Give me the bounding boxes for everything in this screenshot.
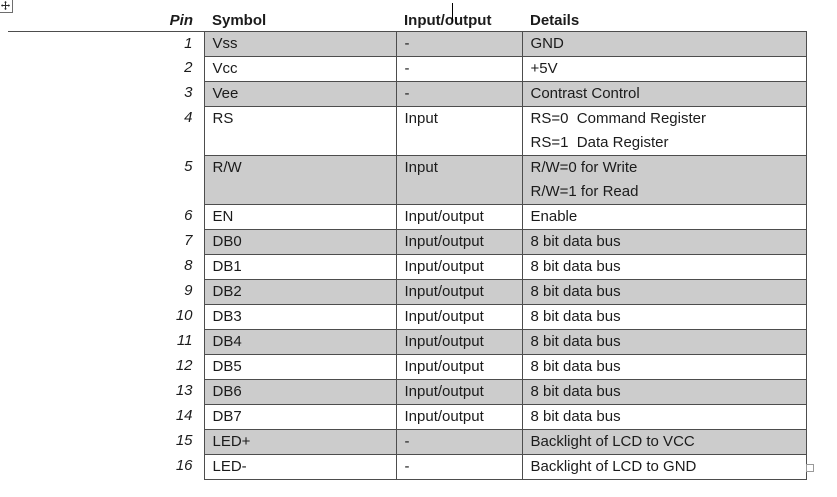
- details-cell[interactable]: 8 bit data bus: [521, 328, 807, 355]
- pin-cell[interactable]: 14: [175, 407, 193, 424]
- pin-cell[interactable]: 3: [184, 84, 193, 101]
- pin-cell[interactable]: 11: [176, 332, 193, 349]
- io-cell[interactable]: Input/output: [395, 203, 523, 230]
- symbol-cell[interactable]: Vcc: [203, 55, 397, 82]
- symbol-cell[interactable]: Vss: [203, 30, 397, 57]
- table-row: 4 RS Input RS=0 Command Register RS=1 Data …: [8, 105, 807, 156]
- table-body: 1 Vss - GND 2 Vcc - +5V 3 Vee - Contrast Control 4 RS…: [8, 30, 807, 480]
- symbol-cell[interactable]: DB5: [203, 353, 397, 380]
- io-cell[interactable]: Input/output: [395, 253, 523, 280]
- io-cell[interactable]: Input/output: [395, 278, 523, 305]
- table-row: 1 Vss - GND: [8, 30, 807, 57]
- io-cell[interactable]: -: [395, 428, 523, 455]
- table-row: 13 DB6 Input/output 8 bit data bus: [8, 378, 807, 405]
- header-symbol[interactable]: Symbol: [204, 8, 396, 32]
- io-cell[interactable]: Input/output: [395, 378, 523, 405]
- header-details[interactable]: Details: [522, 8, 806, 32]
- details-cell[interactable]: 8 bit data bus: [521, 403, 807, 430]
- symbol-cell[interactable]: EN: [203, 203, 397, 230]
- io-cell[interactable]: -: [395, 80, 523, 107]
- move-icon: [0, 0, 10, 10]
- details-cell[interactable]: 8 bit data bus: [521, 378, 807, 405]
- header-input-output[interactable]: Input/output: [396, 8, 522, 32]
- symbol-cell[interactable]: R/W: [203, 154, 397, 205]
- details-cell[interactable]: 8 bit data bus: [521, 303, 807, 330]
- table-row: 15 LED+ - Backlight of LCD to VCC: [8, 428, 807, 455]
- pin-cell[interactable]: 16: [175, 457, 193, 474]
- table-row: 2 Vcc - +5V: [8, 55, 807, 82]
- details-cell[interactable]: R/W=0 for Write R/W=1 for Read: [521, 154, 807, 205]
- details-cell[interactable]: Contrast Control: [521, 80, 807, 107]
- table-row: 12 DB5 Input/output 8 bit data bus: [8, 353, 807, 380]
- symbol-cell[interactable]: DB0: [203, 228, 397, 255]
- io-cell[interactable]: Input/output: [395, 228, 523, 255]
- pin-cell[interactable]: 7: [184, 232, 193, 249]
- symbol-cell[interactable]: DB4: [203, 328, 397, 355]
- pin-cell[interactable]: 15: [175, 432, 193, 449]
- io-cell[interactable]: Input/output: [395, 303, 523, 330]
- details-cell[interactable]: Backlight of LCD to VCC: [521, 428, 807, 455]
- details-cell[interactable]: 8 bit data bus: [521, 253, 807, 280]
- table-row: 9 DB2 Input/output 8 bit data bus: [8, 278, 807, 305]
- symbol-cell[interactable]: DB6: [203, 378, 397, 405]
- details-cell[interactable]: 8 bit data bus: [521, 278, 807, 305]
- text-cursor-caret: [452, 3, 453, 22]
- io-cell[interactable]: Input: [395, 154, 523, 205]
- table-resize-handle[interactable]: [806, 464, 814, 472]
- io-cell[interactable]: -: [395, 453, 523, 480]
- symbol-cell[interactable]: Vee: [203, 80, 397, 107]
- details-cell[interactable]: 8 bit data bus: [521, 353, 807, 380]
- pin-cell[interactable]: 10: [175, 307, 193, 324]
- header-pin[interactable]: Pin: [8, 8, 204, 32]
- pin-cell[interactable]: 5: [184, 158, 193, 175]
- table-row: 6 EN Input/output Enable: [8, 203, 807, 230]
- table-row: 10 DB3 Input/output 8 bit data bus: [8, 303, 807, 330]
- pin-cell[interactable]: 13: [175, 382, 193, 399]
- io-cell[interactable]: -: [395, 55, 523, 82]
- table-row: 14 DB7 Input/output 8 bit data bus: [8, 403, 807, 430]
- details-cell[interactable]: +5V: [521, 55, 807, 82]
- table-row: 3 Vee - Contrast Control: [8, 80, 807, 107]
- symbol-cell[interactable]: LED+: [203, 428, 397, 455]
- io-cell[interactable]: Input: [395, 105, 523, 156]
- pin-cell[interactable]: 4: [184, 109, 193, 126]
- details-cell[interactable]: Enable: [521, 203, 807, 230]
- io-cell[interactable]: Input/output: [395, 403, 523, 430]
- details-cell[interactable]: 8 bit data bus: [521, 228, 807, 255]
- table-row: 7 DB0 Input/output 8 bit data bus: [8, 228, 807, 255]
- details-cell[interactable]: Backlight of LCD to GND: [521, 453, 807, 480]
- table-row: 16 LED- - Backlight of LCD to GND: [8, 453, 807, 480]
- pin-cell[interactable]: 8: [184, 257, 193, 274]
- pin-cell[interactable]: 2: [184, 59, 193, 76]
- details-cell[interactable]: GND: [521, 30, 807, 57]
- pin-cell[interactable]: 1: [184, 34, 193, 52]
- io-cell[interactable]: -: [395, 30, 523, 57]
- pin-cell[interactable]: 9: [184, 282, 193, 299]
- details-cell[interactable]: RS=0 Command Register RS=1 Data Register: [521, 105, 807, 156]
- table-row: 8 DB1 Input/output 8 bit data bus: [8, 253, 807, 280]
- table-row: 5 R/W Input R/W=0 for Write R/W=1 for Read: [8, 154, 807, 205]
- io-cell[interactable]: Input/output: [395, 328, 523, 355]
- symbol-cell[interactable]: RS: [203, 105, 397, 156]
- symbol-cell[interactable]: DB3: [203, 303, 397, 330]
- pin-description-table: Pin Symbol Input/output Details 1 Vss - GND…: [8, 8, 807, 480]
- symbol-cell[interactable]: DB7: [203, 403, 397, 430]
- io-cell[interactable]: Input/output: [395, 353, 523, 380]
- table-header-row: Pin Symbol Input/output Details: [8, 8, 806, 32]
- symbol-cell[interactable]: LED-: [203, 453, 397, 480]
- symbol-cell[interactable]: DB2: [203, 278, 397, 305]
- symbol-cell[interactable]: DB1: [203, 253, 397, 280]
- pin-cell[interactable]: 6: [184, 207, 193, 224]
- table-row: 11 DB4 Input/output 8 bit data bus: [8, 328, 807, 355]
- pin-cell[interactable]: 12: [175, 357, 193, 374]
